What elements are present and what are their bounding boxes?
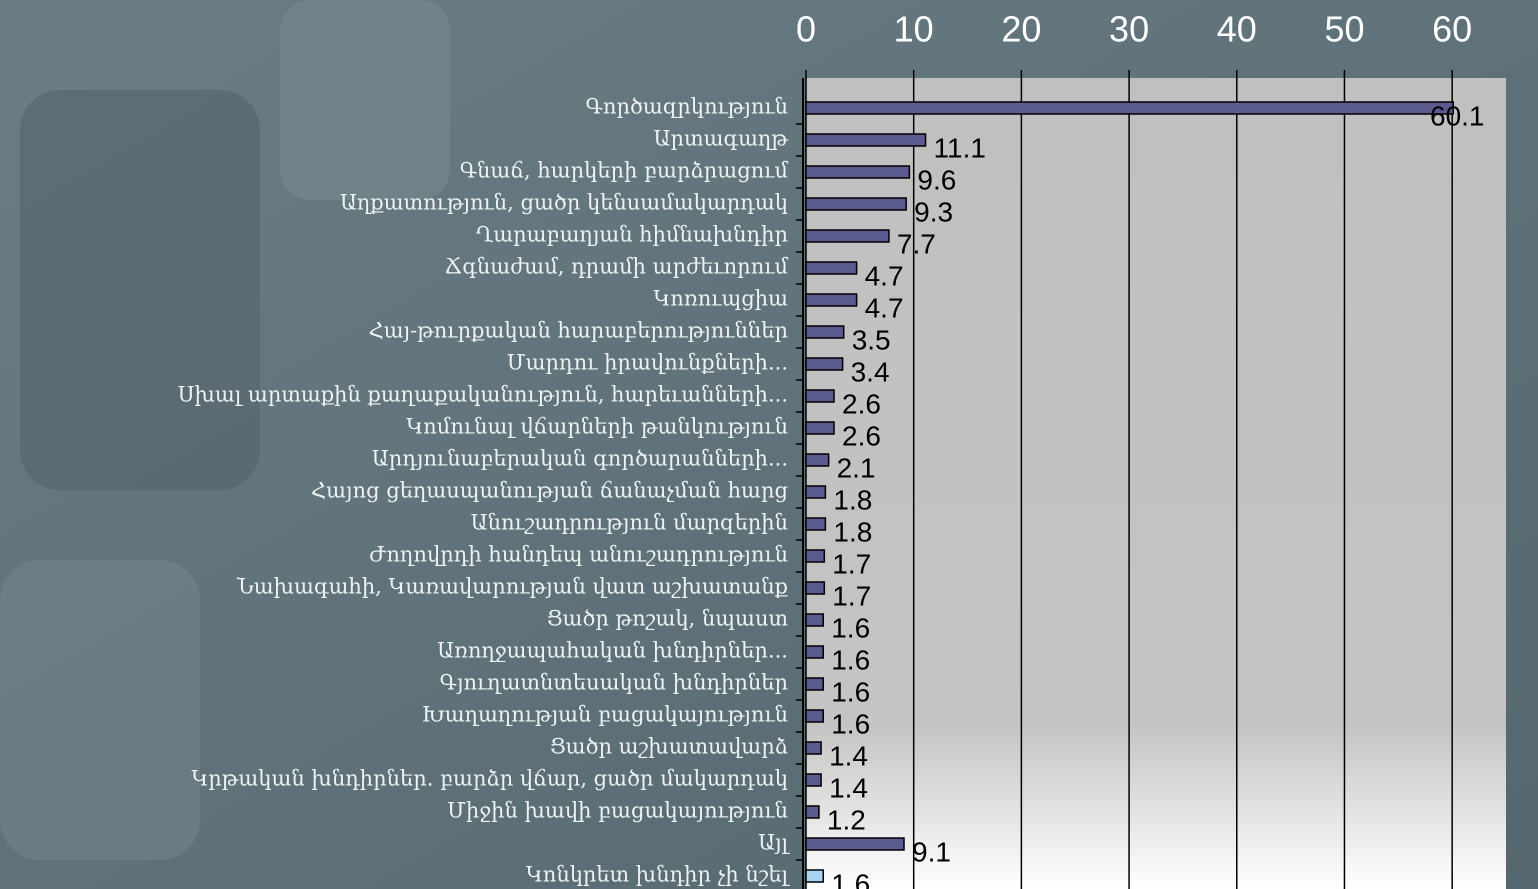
data-label: 1.6 — [831, 612, 870, 643]
data-label: 9.3 — [914, 196, 953, 227]
bar — [805, 581, 826, 595]
bar — [805, 101, 1454, 115]
bar — [805, 677, 824, 691]
y-tick-label: Ցածր աշխատավարձ — [550, 735, 788, 759]
data-label: 9.1 — [912, 836, 951, 867]
bar — [805, 773, 822, 787]
bar — [805, 229, 890, 243]
x-tick-label: 30 — [1109, 9, 1149, 50]
y-tick-label: Ճգնաժամ, դրամի արժեւորում — [445, 255, 789, 279]
y-tick-label: Խաղաղության բացակայություն — [422, 703, 788, 727]
data-label: 1.6 — [831, 676, 870, 707]
y-tick-label: Կոմունալ վճարների թանկություն — [406, 415, 788, 439]
data-label: 2.1 — [837, 452, 876, 483]
decor — [280, 0, 450, 200]
y-tick-label: Առողջապահական խնդիրներ... — [437, 639, 788, 663]
bar — [805, 485, 827, 499]
y-tick-label: Կոնկրետ խնդիր չի նշել — [526, 863, 791, 887]
bar — [805, 453, 830, 467]
bar — [805, 613, 824, 627]
bar — [805, 165, 911, 179]
data-label: 1.8 — [833, 484, 872, 515]
y-tick-label: Նախագահի, Կառավարության վատ աշխատանք — [236, 575, 789, 599]
y-tick-label: Կրթական խնդիրներ. բարձր վճար, ցածր մակար… — [191, 767, 788, 791]
bar — [805, 517, 827, 531]
plot-area — [806, 78, 1506, 889]
bar — [805, 645, 824, 659]
data-label: 1.6 — [831, 644, 870, 675]
bar — [805, 197, 907, 211]
y-tick-label: Կոռուպցիա — [653, 287, 788, 311]
bar — [805, 133, 927, 147]
data-label: 1.4 — [829, 772, 868, 803]
bar — [805, 357, 844, 371]
y-tick-label: Ղարաբաղյան հիմնախնդիր — [476, 223, 788, 247]
x-tick-label: 50 — [1324, 9, 1364, 50]
data-label: 1.4 — [829, 740, 868, 771]
bar — [805, 709, 824, 723]
data-label: 1.7 — [832, 548, 871, 579]
y-tick-label: Գյուղատնտեսական խնդիրներ — [440, 671, 788, 695]
bar — [805, 261, 858, 275]
y-tick-label: Արտագաղթ — [654, 127, 789, 151]
data-label: 4.7 — [865, 260, 904, 291]
bar — [805, 389, 835, 403]
data-label: 9.6 — [917, 164, 956, 195]
y-tick-label: Հայ-թուրքական հարաբերություններ — [369, 319, 788, 343]
data-label: 1.2 — [827, 804, 866, 835]
y-tick-label: Միջին խավի բացակայություն — [447, 799, 788, 823]
data-label: 11.1 — [934, 132, 986, 163]
x-tick-label: 0 — [796, 9, 816, 50]
data-label: 60.1 — [1430, 100, 1485, 131]
y-tick-label: Ժողովրդի հանդեպ անուշադրություն — [369, 543, 788, 567]
data-label: 2.6 — [842, 388, 881, 419]
data-label: 3.5 — [852, 324, 891, 355]
decor — [0, 560, 200, 860]
y-tick-label: Անուշադրություն մարզերին — [471, 511, 788, 535]
x-tick-label: 60 — [1432, 9, 1472, 50]
data-label: 1.6 — [831, 868, 870, 889]
data-label: 4.7 — [865, 292, 904, 323]
x-tick-label: 10 — [894, 9, 934, 50]
bar — [805, 869, 824, 883]
y-tick-label: Գործազրկություն — [586, 95, 788, 119]
bar — [805, 293, 858, 307]
x-tick-label: 20 — [1001, 9, 1041, 50]
y-tick-label: Արդյունաբերական գործարանների... — [372, 447, 788, 471]
bar — [805, 421, 835, 435]
y-tick-label: Գնաճ, հարկերի բարձրացում — [460, 159, 789, 183]
bar — [805, 805, 820, 819]
y-tick-label: Աղքատություն, ցածր կենսամակարդակ — [340, 191, 788, 215]
data-label: 1.6 — [831, 708, 870, 739]
data-label: 7.7 — [897, 228, 936, 259]
y-tick-label: Այլ — [758, 831, 791, 855]
bar — [805, 549, 826, 563]
x-tick-label: 40 — [1217, 9, 1257, 50]
y-tick-label: Սխալ արտաքին քաղաքականություն, հարեւաննե… — [178, 383, 788, 407]
bar — [805, 837, 905, 851]
y-tick-label: Հայոց ցեղասպանության ճանաչման հարց — [311, 479, 788, 503]
decor — [20, 90, 260, 490]
y-tick-label: Ցածր թոշակ, նպաստ — [547, 607, 788, 631]
bar — [805, 741, 822, 755]
data-label: 1.8 — [833, 516, 872, 547]
data-label: 3.4 — [851, 356, 890, 387]
data-label: 1.7 — [832, 580, 871, 611]
y-tick-label: Մարդու իրավունքների... — [507, 351, 788, 375]
bar — [805, 325, 845, 339]
data-label: 2.6 — [842, 420, 881, 451]
